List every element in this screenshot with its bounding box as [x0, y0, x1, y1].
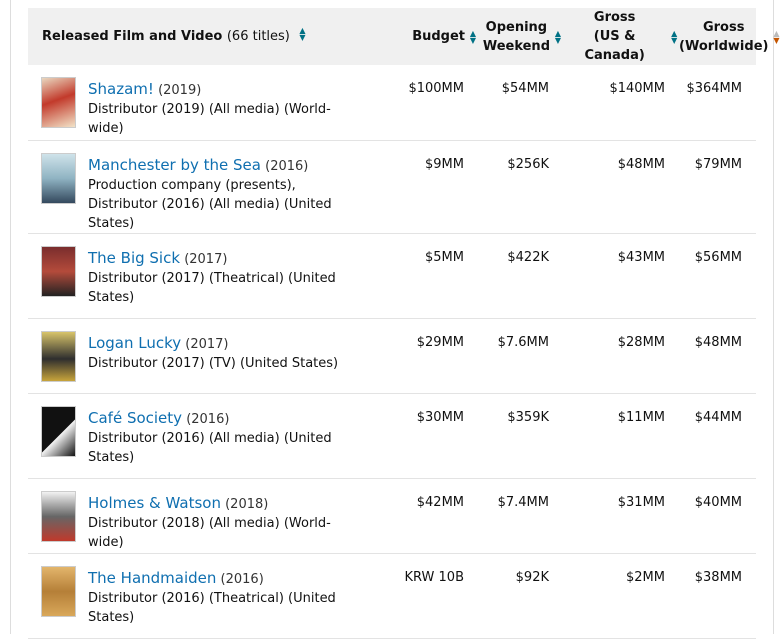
film-year: (2016) [265, 158, 309, 174]
gross-ww-cell: $44MM [694, 409, 742, 425]
column-header-opening-label: Opening Weekend [482, 19, 550, 54]
column-header-budget-label: Budget [412, 29, 465, 44]
poster-image[interactable] [42, 78, 75, 127]
film-year: (2019) [158, 83, 202, 98]
opening-cell: $7.4MM [497, 494, 549, 510]
film-title-link[interactable]: The Big Sick [88, 248, 181, 267]
opening-cell: $54MM [501, 81, 549, 96]
table-header-row: Released Film and Video (66 titles) ▲ ▼ B… [28, 8, 780, 65]
gross-ww-cell: $56MM [694, 249, 742, 265]
poster-image[interactable] [42, 331, 75, 381]
sort-icon[interactable]: ▲ ▼ [554, 28, 562, 45]
content-frame [10, 0, 774, 634]
film-year: (2016) [220, 571, 264, 587]
budget-cell: $29MM [416, 334, 464, 350]
gross-us-cell: $48MM [617, 156, 665, 172]
poster-image[interactable] [42, 153, 75, 203]
gross-us-cell: $31MM [617, 494, 665, 510]
opening-cell: $256K [507, 156, 549, 172]
budget-cell: $42MM [416, 494, 464, 510]
film-role: Distributor (2016) (All media) (United S… [88, 430, 332, 465]
sort-icon[interactable]: ▲ ▼ [299, 26, 306, 42]
column-header-budget[interactable]: Budget ▲ ▼ [366, 8, 478, 65]
budget-cell: $30MM [416, 409, 464, 425]
film-title-link[interactable]: Logan Lucky [88, 333, 182, 352]
film-role: Production company (presents), Distribut… [88, 177, 332, 231]
column-header-opening-weekend[interactable]: Opening Weekend ▲ ▼ [478, 8, 563, 65]
poster-image[interactable] [42, 246, 75, 296]
film-year: (2018) [225, 496, 269, 512]
gross-us-cell: $2MM [626, 569, 665, 585]
table-row: Holmes & Watson (2018) Distributor (2018… [28, 478, 756, 553]
column-header-gross-worldwide[interactable]: Gross (Worldwide) ▲ ▼ [679, 8, 780, 65]
table-row: Manchester by the Sea (2016) Production … [28, 140, 756, 233]
film-role: Distributor (2019) (All media) (World-wi… [88, 102, 331, 136]
film-title-link[interactable]: Café Society [88, 408, 183, 427]
film-title-link[interactable]: Holmes & Watson [88, 493, 221, 512]
column-header-title[interactable]: Released Film and Video (66 titles) ▲ ▼ [28, 8, 366, 65]
gross-ww-cell: $79MM [694, 156, 742, 172]
table-row: Café Society (2016) Distributor (2016) (… [28, 393, 756, 478]
table-row: Logan Lucky (2017) Distributor (2017) (T… [28, 318, 756, 393]
table-row: The Handmaiden (2016) Distributor (2016)… [28, 553, 756, 638]
opening-cell: $92K [515, 569, 549, 585]
film-title-link[interactable]: Shazam! [88, 80, 154, 98]
gross-ww-cell: $38MM [694, 569, 742, 585]
opening-cell: $359K [507, 409, 549, 425]
film-year: (2017) [184, 251, 228, 267]
film-year: (2016) [186, 411, 230, 427]
film-role: Distributor (2016) (Theatrical) (United … [88, 590, 336, 625]
gross-ww-cell: $40MM [694, 494, 742, 510]
budget-cell: $5MM [425, 249, 464, 265]
film-role: Distributor (2017) (Theatrical) (United … [88, 270, 336, 305]
sort-icon[interactable]: ▲ ▼ [469, 28, 477, 45]
budget-cell: $100MM [408, 81, 464, 96]
film-title-link[interactable]: Manchester by the Sea [88, 155, 261, 174]
gross-us-cell: $28MM [617, 334, 665, 350]
column-header-gross-us-canada[interactable]: Gross (US & Canada) ▲ ▼ [563, 8, 679, 65]
table-row: The Big Sick (2017) Distributor (2017) (… [28, 233, 756, 318]
film-title-link[interactable]: The Handmaiden [88, 568, 217, 587]
poster-image[interactable] [42, 491, 75, 541]
film-year: (2017) [185, 336, 229, 352]
sort-icon[interactable]: ▲ ▼ [671, 28, 678, 45]
sort-desc-icon[interactable]: ▲ ▼ [773, 28, 780, 45]
gross-us-cell: $140MM [609, 81, 665, 96]
column-header-gross-ww-label: Gross (Worldwide) [679, 19, 769, 54]
film-role: Distributor (2017) (TV) (United States) [88, 355, 339, 371]
gross-us-cell: $11MM [617, 409, 665, 425]
opening-cell: $7.6MM [497, 334, 549, 350]
budget-cell: KRW 10B [404, 569, 464, 585]
column-header-gross-us-label: Gross (US & Canada) [584, 10, 645, 63]
poster-image[interactable] [42, 406, 75, 456]
gross-ww-cell: $364MM [686, 81, 742, 96]
poster-image[interactable] [42, 566, 75, 616]
table-row: Shazam! (2019) Distributor (2019) (All m… [28, 65, 756, 140]
budget-cell: $9MM [425, 156, 464, 172]
gross-ww-cell: $48MM [694, 334, 742, 350]
gross-us-cell: $43MM [617, 249, 665, 265]
filmography-table: Released Film and Video (66 titles) ▲ ▼ B… [28, 8, 780, 639]
title-count: (66 titles) [226, 29, 290, 44]
column-header-title-label: Released Film and Video [42, 29, 223, 44]
film-role: Distributor (2018) (All media) (World-wi… [88, 515, 331, 550]
opening-cell: $422K [507, 249, 549, 265]
